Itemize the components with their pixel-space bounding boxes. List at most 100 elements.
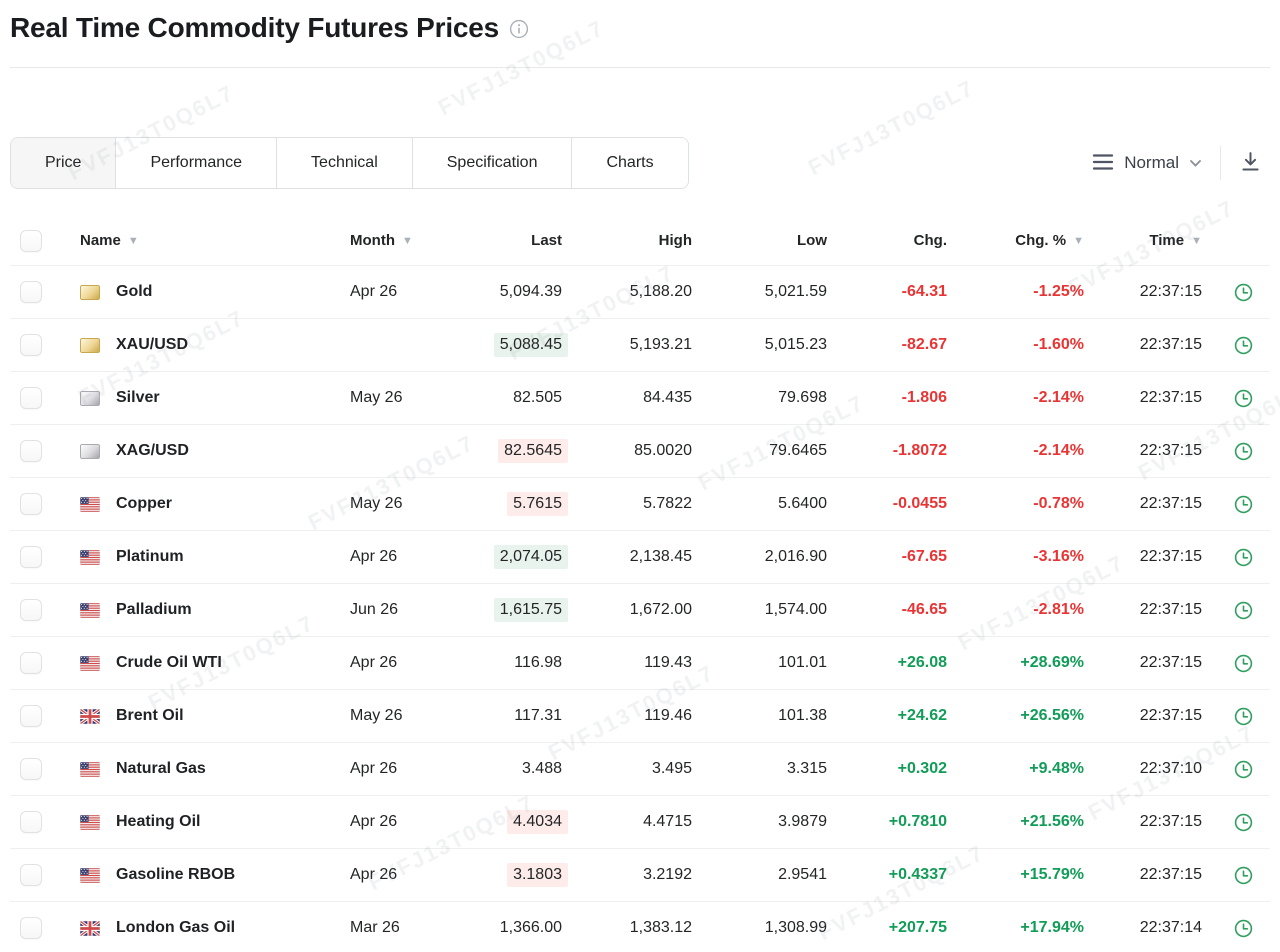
chevron-down-icon (1189, 156, 1202, 171)
month-cell: Apr 26 (350, 813, 398, 830)
toolbar: Price Performance Technical Specificatio… (10, 137, 1270, 189)
instrument-name[interactable]: Brent Oil (116, 707, 184, 724)
low-price: 3.315 (786, 760, 827, 777)
low-price: 5,015.23 (764, 336, 827, 353)
header-divider (10, 67, 1270, 68)
table-row[interactable]: XAG/USD 82.5645 85.0020 79.6465 -1.8072 … (10, 424, 1270, 477)
table-row[interactable]: Palladium Jun 26 1,615.75 1,672.00 1,574… (10, 583, 1270, 636)
row-checkbox[interactable] (20, 440, 42, 462)
instrument-name[interactable]: Silver (116, 389, 160, 406)
tab-bar: Price Performance Technical Specificatio… (10, 137, 689, 189)
change-percent: -2.14% (1033, 389, 1084, 406)
quote-time: 22:37:15 (1139, 442, 1202, 459)
header-high[interactable]: High (658, 232, 692, 249)
tab-technical[interactable]: Technical (277, 138, 413, 188)
table-row[interactable]: Gasoline RBOB Apr 26 3.1803 3.2192 2.954… (10, 848, 1270, 901)
last-price: 3.1803 (507, 863, 568, 887)
header-month[interactable]: Month ▼ (350, 232, 413, 249)
row-checkbox[interactable] (20, 546, 42, 568)
instrument-icon (80, 284, 100, 300)
page-title: Real Time Commodity Futures Prices (10, 12, 500, 43)
table-row[interactable]: Gold Apr 26 5,094.39 5,188.20 5,021.59 -… (10, 265, 1270, 318)
high-price: 5,188.20 (629, 283, 692, 300)
row-checkbox[interactable] (20, 599, 42, 621)
clock-indicator (1202, 813, 1270, 832)
download-button[interactable] (1239, 150, 1262, 176)
instrument-name[interactable]: Palladium (116, 601, 192, 618)
instrument-name[interactable]: Copper (116, 495, 172, 512)
row-checkbox[interactable] (20, 652, 42, 674)
instrument-name[interactable]: XAG/USD (116, 442, 189, 459)
row-checkbox[interactable] (20, 334, 42, 356)
instrument-name[interactable]: Gasoline RBOB (116, 866, 236, 883)
clock-icon (1234, 654, 1252, 672)
header-low[interactable]: Low (797, 232, 827, 249)
uk-flag-icon (80, 708, 100, 724)
instrument-name[interactable]: Gold (116, 283, 153, 300)
instrument-icon (80, 655, 100, 671)
change-percent: -3.16% (1033, 548, 1084, 565)
tab-price[interactable]: Price (11, 138, 117, 188)
header-chg[interactable]: Chg. (913, 232, 947, 249)
gold-bar-icon (80, 337, 100, 353)
info-icon[interactable] (509, 19, 529, 39)
change-percent: -1.60% (1033, 336, 1084, 353)
table-row[interactable]: Natural Gas Apr 26 3.488 3.495 3.315 +0.… (10, 742, 1270, 795)
row-checkbox[interactable] (20, 758, 42, 780)
quote-time: 22:37:14 (1139, 919, 1202, 936)
row-checkbox[interactable] (20, 917, 42, 939)
tab-performance[interactable]: Performance (116, 138, 278, 188)
clock-indicator (1202, 919, 1270, 938)
row-checkbox[interactable] (20, 864, 42, 886)
clock-icon (1234, 919, 1252, 937)
row-checkbox[interactable] (20, 281, 42, 303)
low-price: 101.01 (778, 654, 827, 671)
header-chg-pct[interactable]: Chg. % ▼ (1015, 232, 1084, 249)
clock-icon (1234, 813, 1252, 831)
tab-charts[interactable]: Charts (572, 138, 688, 188)
table-row[interactable]: Platinum Apr 26 2,074.05 2,138.45 2,016.… (10, 530, 1270, 583)
high-price: 3.495 (651, 760, 692, 777)
change-percent: +15.79% (1020, 866, 1084, 883)
instrument-name[interactable]: London Gas Oil (116, 919, 236, 936)
us-flag-icon (80, 655, 100, 671)
change-value: +207.75 (888, 919, 947, 936)
change-value: +0.4337 (888, 866, 947, 883)
instrument-name[interactable]: Platinum (116, 548, 184, 565)
instrument-name[interactable]: XAU/USD (116, 336, 189, 353)
table-row[interactable]: London Gas Oil Mar 26 1,366.00 1,383.12 … (10, 901, 1270, 952)
instrument-icon (80, 496, 100, 512)
instrument-name[interactable]: Natural Gas (116, 760, 206, 777)
table-row[interactable]: XAU/USD 5,088.45 5,193.21 5,015.23 -82.6… (10, 318, 1270, 371)
change-value: +0.7810 (888, 813, 947, 830)
clock-icon (1234, 866, 1252, 884)
tab-specification[interactable]: Specification (412, 138, 573, 188)
view-mode-select[interactable]: Normal (1092, 153, 1202, 174)
silver-bar-icon (80, 443, 100, 459)
row-checkbox[interactable] (20, 493, 42, 515)
row-checkbox[interactable] (20, 387, 42, 409)
quote-time: 22:37:15 (1139, 707, 1202, 724)
low-price: 79.6465 (769, 442, 827, 459)
high-price: 1,672.00 (629, 601, 692, 618)
table-row[interactable]: Copper May 26 5.7615 5.7822 5.6400 -0.04… (10, 477, 1270, 530)
table-row[interactable]: Crude Oil WTI Apr 26 116.98 119.43 101.0… (10, 636, 1270, 689)
table-row[interactable]: Brent Oil May 26 117.31 119.46 101.38 +2… (10, 689, 1270, 742)
quote-time: 22:37:15 (1139, 813, 1202, 830)
row-checkbox[interactable] (20, 705, 42, 727)
quote-time: 22:37:15 (1139, 548, 1202, 565)
table-row[interactable]: Heating Oil Apr 26 4.4034 4.4715 3.9879 … (10, 795, 1270, 848)
clock-icon (1234, 389, 1252, 407)
instrument-icon (80, 708, 100, 724)
select-all-checkbox[interactable] (20, 229, 42, 252)
high-price: 119.46 (644, 707, 692, 724)
row-checkbox[interactable] (20, 811, 42, 833)
clock-indicator (1202, 389, 1270, 408)
instrument-name[interactable]: Heating Oil (116, 813, 201, 830)
header-last[interactable]: Last (531, 232, 562, 249)
header-name[interactable]: Name ▼ (80, 232, 139, 249)
table-row[interactable]: Silver May 26 82.505 84.435 79.698 -1.80… (10, 371, 1270, 424)
header-time[interactable]: Time ▼ (1149, 232, 1202, 249)
instrument-name[interactable]: Crude Oil WTI (116, 654, 222, 671)
